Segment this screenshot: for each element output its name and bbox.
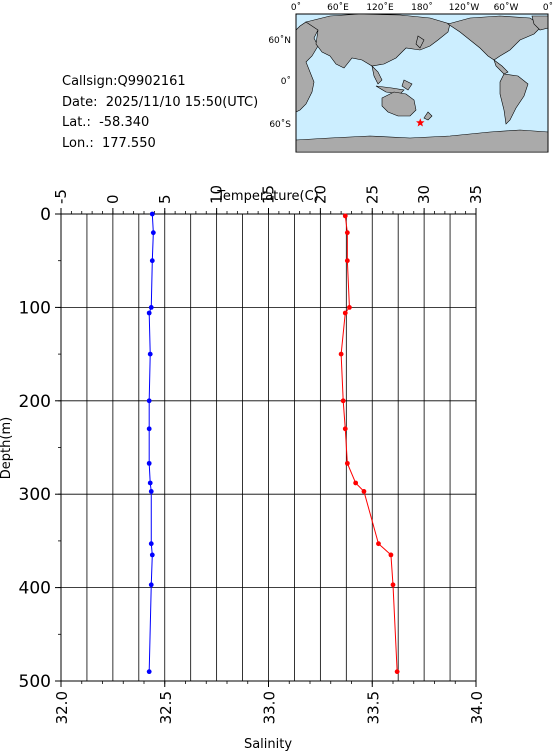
salinity-point (344, 460, 350, 466)
salinity-point (390, 582, 396, 588)
salinity-axis-ticks: 32.0 32.5 33.0 33.5 34.0 (53, 681, 486, 724)
salinity-tick-label: 34.0 (468, 691, 486, 724)
map-latitude-labels: 60˚N 0˚ 60˚S (268, 35, 291, 130)
temperature-point (146, 398, 152, 404)
salinity-point (344, 230, 350, 236)
map-lon-label: 120˚W (449, 2, 480, 13)
temperature-point (148, 489, 154, 494)
series-temperature (146, 211, 156, 675)
salinity-axis-label: Salinity (244, 737, 292, 751)
salinity-point (344, 258, 350, 264)
temperature-point (146, 310, 152, 316)
depth-tick-label: 400 (19, 579, 51, 599)
series-salinity (338, 213, 400, 675)
temperature-point (149, 258, 155, 264)
date-text: Date: 2025/11/10 15:50(UTC) (62, 94, 259, 110)
station-info: Callsign:Q9902161 Date: 2025/11/10 15:50… (62, 72, 258, 154)
temperature-point (150, 230, 156, 236)
map-lon-label: 0˚ (291, 2, 301, 13)
salinity-point (342, 213, 348, 219)
depth-tick-label: 500 (19, 672, 51, 692)
map-lat-label: 60˚S (269, 119, 291, 130)
map-frame-ticks (295, 14, 549, 152)
map-lat-label: 60˚N (268, 35, 291, 46)
depth-tick-label: 300 (19, 485, 51, 505)
temperature-tick-label: 10 (208, 185, 226, 204)
salinity-tick-label: 33.0 (261, 691, 279, 724)
salinity-point (394, 669, 400, 675)
temperature-tick-label: 15 (260, 185, 278, 204)
temperature-line (148, 213, 154, 672)
map-lat-label: 0˚ (281, 76, 291, 87)
salinity-point (347, 305, 352, 310)
temperature-tick-label: -5 (52, 189, 70, 204)
callsign-text: Callsign:Q9902161 (62, 74, 186, 89)
salinity-point (338, 351, 344, 357)
depth-tick-label: 100 (19, 298, 51, 318)
salinity-point (388, 552, 394, 558)
world-map: 0˚ 60˚E 120˚E 180˚ 120˚W 60˚W 0˚ 60˚N 0˚ 60˚S (268, 2, 553, 153)
temperature-point (148, 305, 154, 310)
longitude-text: Lon.: 177.550 (62, 135, 156, 151)
temperature-point (148, 582, 154, 588)
temperature-tick-label: 35 (467, 185, 485, 204)
map-lon-label: 60˚E (327, 2, 349, 13)
data-series (146, 211, 400, 675)
map-lon-label: 180˚ (411, 2, 433, 13)
latitude-text: Lat.: -58.340 (62, 115, 150, 130)
temperature-axis-ticks: -5 0 5 10 15 20 25 30 35 (52, 185, 485, 214)
salinity-point (376, 541, 381, 547)
salinity-point (353, 480, 359, 486)
salinity-point (340, 398, 346, 404)
temperature-point (146, 426, 152, 432)
depth-axis-label: Depth(m) (0, 417, 14, 479)
star-icon (416, 118, 425, 127)
chart-grid (60, 213, 477, 682)
temperature-tick-label: 20 (311, 185, 329, 204)
salinity-point (342, 426, 348, 432)
temperature-tick-label: 0 (104, 194, 122, 204)
temperature-axis-label: Temperature(C) (216, 189, 319, 204)
salinity-point (342, 310, 348, 316)
salinity-point (361, 489, 367, 494)
map-lon-label: 0˚ (543, 2, 553, 13)
depth-axis-ticks: 0 100 200 300 400 500 (19, 205, 61, 692)
depth-tick-label: 200 (19, 392, 51, 412)
map-lon-label: 120˚E (366, 2, 394, 13)
map-land (295, 13, 549, 153)
salinity-tick-label: 33.5 (364, 691, 382, 724)
temperature-point (146, 460, 152, 466)
salinity-tick-label: 32.5 (157, 691, 175, 724)
temperature-tick-label: 25 (363, 185, 381, 204)
salinity-line (340, 215, 398, 672)
temperature-point (149, 211, 155, 217)
temperature-point (146, 669, 152, 675)
temperature-point (149, 552, 155, 558)
depth-tick-label: 0 (40, 205, 51, 225)
temperature-point (147, 351, 153, 357)
salinity-tick-label: 32.0 (53, 691, 71, 724)
temperature-tick-label: 30 (415, 185, 433, 204)
temperature-point (147, 480, 153, 486)
temperature-point (148, 541, 154, 547)
map-longitude-labels: 0˚ 60˚E 120˚E 180˚ 120˚W 60˚W 0˚ (291, 2, 553, 13)
map-lon-label: 60˚W (494, 2, 519, 13)
temperature-tick-label: 5 (156, 194, 174, 204)
